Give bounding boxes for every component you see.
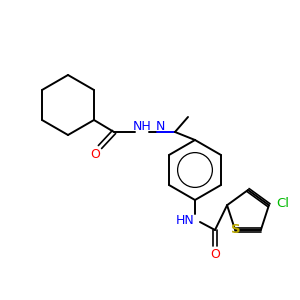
Text: O: O: [210, 248, 220, 262]
Text: HN: HN: [176, 214, 194, 226]
Text: S: S: [231, 223, 241, 236]
Text: Cl: Cl: [276, 197, 290, 210]
Text: O: O: [90, 148, 100, 160]
Text: N: N: [155, 119, 165, 133]
Text: NH: NH: [133, 121, 152, 134]
